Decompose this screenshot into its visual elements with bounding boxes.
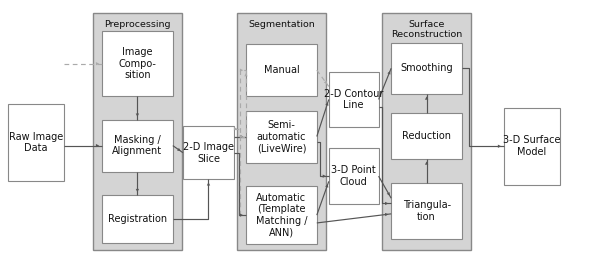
FancyBboxPatch shape [246, 110, 317, 162]
FancyBboxPatch shape [246, 44, 317, 96]
Text: 3-D Point
Cloud: 3-D Point Cloud [331, 165, 376, 187]
FancyBboxPatch shape [382, 13, 471, 250]
FancyBboxPatch shape [329, 72, 379, 127]
FancyBboxPatch shape [183, 126, 234, 179]
FancyBboxPatch shape [102, 195, 173, 243]
Text: Manual: Manual [263, 65, 299, 75]
Text: Surface
Reconstruction: Surface Reconstruction [391, 20, 462, 39]
Text: 2-D Contour
Line: 2-D Contour Line [324, 89, 383, 110]
FancyBboxPatch shape [391, 183, 462, 239]
Text: Preprocessing: Preprocessing [104, 20, 170, 29]
Text: 3-D Surface
Model: 3-D Surface Model [503, 135, 560, 157]
Text: Segmentation: Segmentation [248, 20, 315, 29]
FancyBboxPatch shape [329, 148, 379, 204]
FancyBboxPatch shape [8, 104, 64, 181]
FancyBboxPatch shape [504, 108, 560, 185]
FancyBboxPatch shape [93, 13, 182, 250]
Text: 2-D Image
Slice: 2-D Image Slice [183, 142, 234, 164]
FancyBboxPatch shape [237, 13, 326, 250]
FancyBboxPatch shape [102, 120, 173, 172]
FancyBboxPatch shape [102, 31, 173, 96]
Text: Masking /
Alignment: Masking / Alignment [112, 135, 163, 157]
Text: Automatic
(Template
Matching /
ANN): Automatic (Template Matching / ANN) [256, 193, 307, 238]
Text: Image
Compo-
sition: Image Compo- sition [118, 47, 157, 80]
Text: Raw Image
Data: Raw Image Data [8, 132, 63, 153]
Text: Triangula-
tion: Triangula- tion [403, 200, 451, 222]
FancyBboxPatch shape [391, 43, 462, 94]
Text: Reduction: Reduction [402, 131, 451, 141]
FancyBboxPatch shape [246, 186, 317, 244]
Text: Semi-
automatic
(LiveWire): Semi- automatic (LiveWire) [257, 120, 306, 153]
FancyBboxPatch shape [391, 113, 462, 159]
Text: Registration: Registration [108, 214, 167, 224]
Text: Smoothing: Smoothing [400, 63, 453, 73]
